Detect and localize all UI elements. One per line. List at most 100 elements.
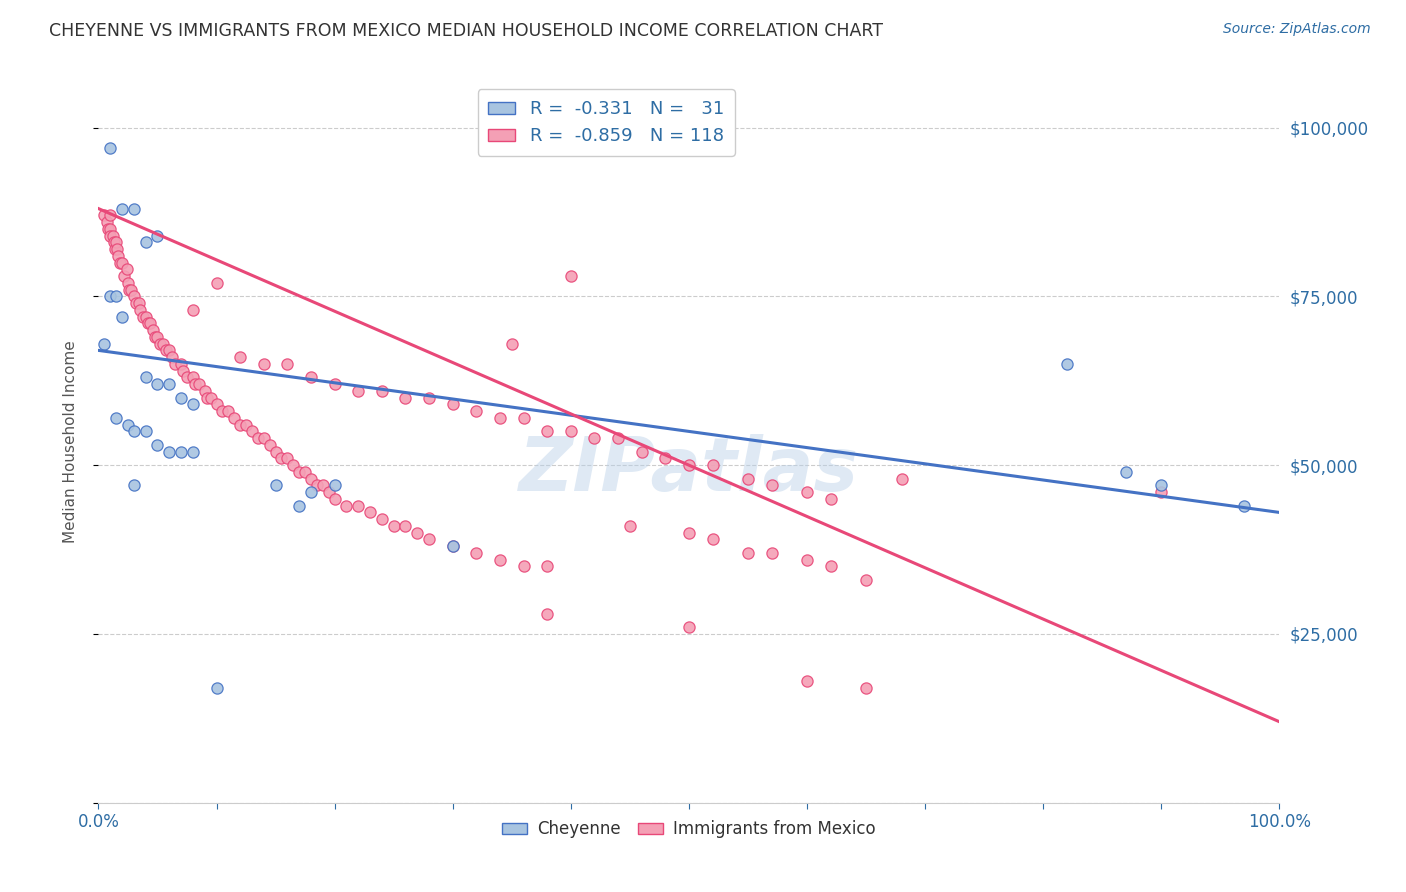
Point <box>276 357 298 371</box>
Point <box>122 289 145 303</box>
Point <box>465 546 488 560</box>
Point <box>108 255 131 269</box>
Point <box>560 425 582 439</box>
Point <box>560 269 582 284</box>
Point <box>135 425 157 439</box>
Point <box>205 276 228 290</box>
Point <box>855 681 877 695</box>
Point <box>890 472 912 486</box>
Point <box>796 552 818 566</box>
Point <box>117 276 139 290</box>
Point <box>441 539 464 553</box>
Point <box>96 215 118 229</box>
Point <box>678 458 700 472</box>
Point <box>229 350 252 364</box>
Point <box>441 539 464 553</box>
Point <box>371 384 394 398</box>
Point <box>359 505 381 519</box>
Point <box>139 317 162 331</box>
Point <box>761 546 783 560</box>
Point <box>152 336 174 351</box>
Point <box>299 472 322 486</box>
Point <box>105 242 128 256</box>
Point <box>246 431 269 445</box>
Point <box>855 573 877 587</box>
Point <box>107 249 129 263</box>
Point <box>224 411 246 425</box>
Point <box>820 559 842 574</box>
Point <box>211 404 233 418</box>
Point <box>294 465 316 479</box>
Point <box>101 228 124 243</box>
Point <box>97 222 120 236</box>
Point <box>157 444 180 458</box>
Point <box>264 444 287 458</box>
Point <box>229 417 252 432</box>
Point <box>259 438 281 452</box>
Point <box>176 370 198 384</box>
Point <box>146 330 169 344</box>
Point <box>305 478 328 492</box>
Point <box>761 478 783 492</box>
Point <box>1115 465 1137 479</box>
Point <box>181 370 204 384</box>
Point <box>160 350 183 364</box>
Point <box>105 235 128 250</box>
Point <box>181 397 204 411</box>
Point <box>441 397 464 411</box>
Point <box>418 391 440 405</box>
Point <box>172 364 194 378</box>
Point <box>118 283 141 297</box>
Point <box>170 357 193 371</box>
Point <box>105 289 128 303</box>
Point <box>142 323 165 337</box>
Point <box>253 357 276 371</box>
Point <box>312 478 335 492</box>
Point <box>98 222 121 236</box>
Point <box>418 533 440 547</box>
Point <box>157 343 180 358</box>
Point <box>235 417 257 432</box>
Point <box>135 310 157 324</box>
Point <box>128 302 150 317</box>
Point <box>170 391 193 405</box>
Point <box>149 336 172 351</box>
Point <box>117 417 139 432</box>
Text: CHEYENNE VS IMMIGRANTS FROM MEXICO MEDIAN HOUSEHOLD INCOME CORRELATION CHART: CHEYENNE VS IMMIGRANTS FROM MEXICO MEDIA… <box>49 22 883 40</box>
Point <box>299 370 322 384</box>
Point <box>1056 357 1078 371</box>
Point <box>536 425 558 439</box>
Point <box>607 431 630 445</box>
Point <box>737 546 759 560</box>
Point <box>98 141 121 155</box>
Point <box>382 519 405 533</box>
Point <box>170 444 193 458</box>
Point <box>146 228 169 243</box>
Point <box>270 451 292 466</box>
Point <box>157 377 180 392</box>
Point <box>347 384 370 398</box>
Point <box>135 235 157 250</box>
Point <box>276 451 298 466</box>
Point <box>143 330 166 344</box>
Text: ZIPatlas: ZIPatlas <box>519 434 859 507</box>
Legend: Cheyenne, Immigrants from Mexico: Cheyenne, Immigrants from Mexico <box>496 814 882 845</box>
Point <box>264 478 287 492</box>
Point <box>200 391 222 405</box>
Point <box>125 296 148 310</box>
Point <box>394 519 416 533</box>
Point <box>104 242 127 256</box>
Point <box>299 485 322 500</box>
Point <box>155 343 177 358</box>
Point <box>512 411 534 425</box>
Point <box>323 377 346 392</box>
Point <box>122 202 145 216</box>
Point <box>128 296 150 310</box>
Point <box>796 485 818 500</box>
Point <box>184 377 207 392</box>
Point <box>181 302 204 317</box>
Point <box>122 425 145 439</box>
Point <box>146 377 169 392</box>
Y-axis label: Median Household Income: Median Household Income <box>63 340 77 543</box>
Point <box>619 519 641 533</box>
